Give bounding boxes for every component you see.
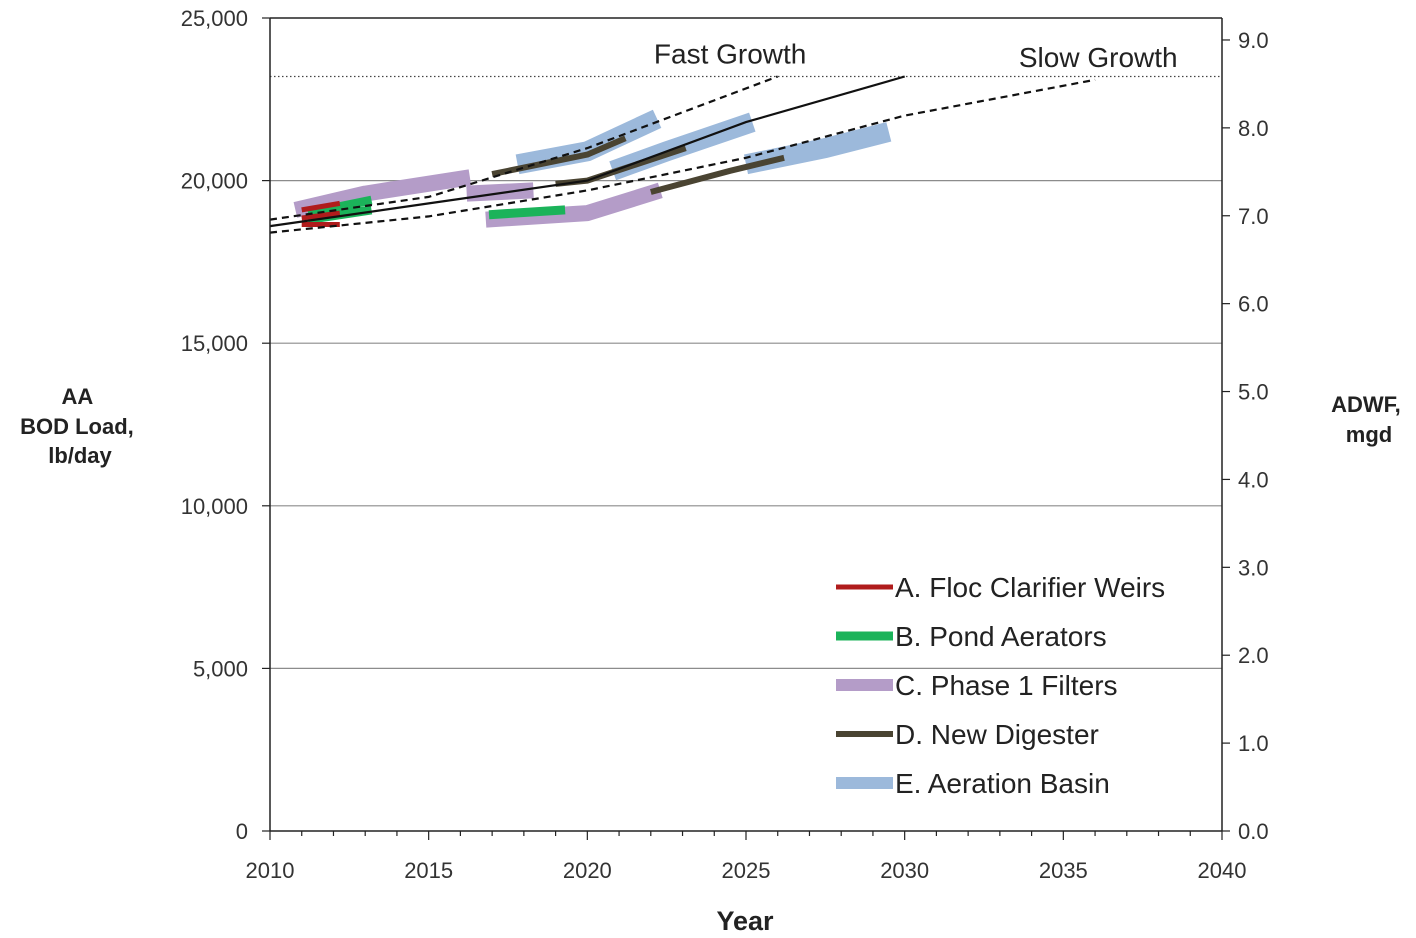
legend-label: C. Phase 1 Filters: [895, 670, 1118, 701]
x-tick-label: 2030: [880, 858, 929, 883]
axes: [262, 17, 1230, 840]
y-right-tick-label: 0.0: [1238, 819, 1269, 844]
y-left-tick-label: 20,000: [181, 169, 248, 194]
growth-lines: [269, 75, 1096, 234]
growth-annotation: Slow Growth: [1019, 42, 1178, 73]
y-right-tick-label: 5.0: [1238, 380, 1269, 405]
x-tick-label: 2015: [404, 858, 453, 883]
dashed-growth-line: [269, 78, 1096, 234]
band-segment-a: [301, 200, 341, 213]
x-tick-label: 2040: [1198, 858, 1247, 883]
y-right-tick-label: 9.0: [1238, 28, 1269, 53]
y-left-title-line: BOD Load,: [20, 414, 134, 439]
legend-label: D. New Digester: [895, 719, 1099, 750]
x-tick-label: 2010: [246, 858, 295, 883]
band-segment-c: [485, 182, 663, 228]
band-segment-b: [307, 195, 373, 218]
x-tick-label: 2025: [722, 858, 771, 883]
legend-label: B. Pond Aerators: [895, 621, 1107, 652]
band-segment-b: [488, 205, 566, 220]
y-right-tick-label: 6.0: [1238, 292, 1269, 317]
y-right-title-line: mgd: [1346, 422, 1392, 447]
y-right-tick-label: 3.0: [1238, 555, 1269, 580]
x-axis-title: Year: [716, 906, 774, 936]
legend-label: E. Aeration Basin: [895, 768, 1110, 799]
y-left-tick-label: 5,000: [193, 656, 248, 681]
band-segment-d: [491, 135, 627, 178]
tick-labels: 2010 2015 2020 2025 2030 2035 2040 0 5,000 10,000…: [181, 6, 1269, 883]
legend-label: A. Floc Clarifier Weirs: [895, 572, 1165, 603]
y-right-tick-label: 4.0: [1238, 467, 1269, 492]
y-left-tick-label: 0: [236, 819, 248, 844]
dashed-growth-line: [269, 75, 779, 221]
y-left-tick-label: 15,000: [181, 331, 248, 356]
growth-annotation: Fast Growth: [654, 39, 806, 70]
legend: A. Floc Clarifier Weirs B. Pond Aerators C…: [836, 572, 1165, 799]
y-right-tick-label: 8.0: [1238, 116, 1269, 141]
y-left-title-line: AA: [61, 384, 93, 409]
annotations: Fast Growth Slow Growth: [654, 39, 1178, 73]
y-left-title-line: lb/day: [48, 443, 112, 468]
y-right-title-line: ADWF,: [1331, 392, 1401, 417]
band-segment-d: [650, 154, 785, 195]
x-tick-label: 2035: [1039, 858, 1088, 883]
axis-titles: Year AA BOD Load, lb/day ADWF, mgd: [20, 384, 1407, 936]
solid-growth-line: [269, 75, 906, 228]
y-right-tick-label: 2.0: [1238, 643, 1269, 668]
y-left-axis-title: AA BOD Load, lb/day: [20, 384, 140, 468]
y-right-tick-label: 7.0: [1238, 204, 1269, 229]
y-right-axis-title: ADWF, mgd: [1331, 392, 1407, 447]
y-right-tick-label: 1.0: [1238, 731, 1269, 756]
y-left-tick-label: 10,000: [181, 494, 248, 519]
band-segment-a: [301, 210, 341, 221]
x-tick-label: 2020: [563, 858, 612, 883]
y-left-tick-label: 25,000: [181, 6, 248, 31]
band-segment-c: [293, 169, 472, 218]
